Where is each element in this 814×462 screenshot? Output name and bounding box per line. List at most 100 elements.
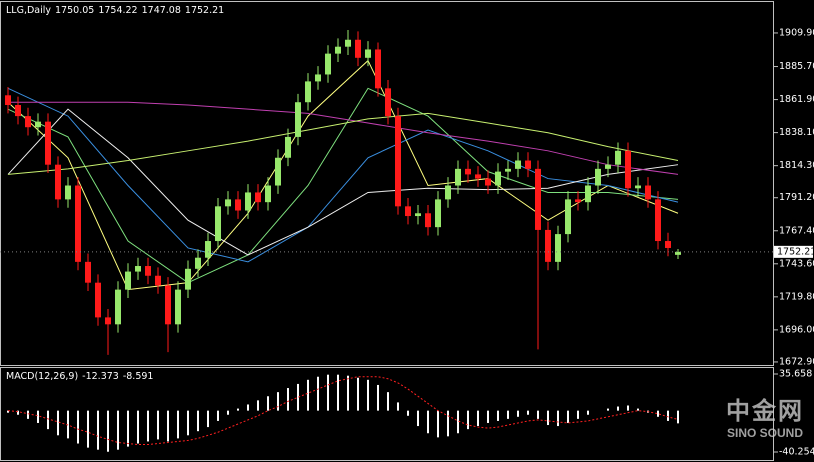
macd-title: MACD(12,26,9) [6, 371, 79, 382]
macd-header: MACD(12,26,9) -12.373 -8.591 [6, 371, 153, 382]
candle-body [75, 185, 81, 262]
candle-body [575, 199, 581, 203]
signal-line [7, 376, 679, 446]
candle-body [455, 168, 461, 186]
candle-body [105, 317, 111, 325]
watermark-en: SINO SOUND [726, 426, 803, 440]
candle-body [205, 241, 211, 258]
candle-body [355, 39, 361, 58]
candle-body [665, 241, 671, 248]
y-tick-label: 1909.90 [779, 27, 814, 38]
candle-body [675, 251, 681, 255]
candle-body [235, 199, 241, 211]
candle-body [275, 157, 281, 186]
candle-body [535, 168, 541, 230]
symbol: LLG,Daily [6, 5, 52, 16]
candle-body [55, 164, 61, 200]
candle-body [625, 150, 631, 189]
last-price-box [774, 245, 813, 258]
candle-body [5, 95, 11, 106]
candle-body [555, 234, 561, 262]
candle-body [345, 39, 351, 47]
candle-body [435, 199, 441, 228]
y-tick-label: 1791.20 [779, 192, 814, 203]
candle-body [25, 116, 31, 128]
moving-average [7, 112, 679, 175]
main-frame [0, 1, 774, 366]
candle-body [655, 199, 661, 242]
moving-average [7, 108, 679, 256]
candle-body [475, 174, 481, 179]
candle-body [645, 185, 651, 200]
moving-average [7, 59, 679, 291]
candle-body [255, 192, 261, 203]
last-price-label: 1752.21 [777, 246, 814, 257]
y-tick-label: 1885.70 [779, 61, 814, 72]
header-value: -12.373 [82, 371, 119, 382]
candle-body [365, 49, 371, 58]
candle-body [325, 53, 331, 75]
candle-body [175, 289, 181, 325]
header-value: -8.591 [122, 371, 154, 382]
candle-body [445, 185, 451, 200]
candle-body [395, 116, 401, 207]
candle-body [125, 271, 131, 290]
candle-body [485, 178, 491, 186]
candle-body [225, 199, 231, 207]
candle-body [425, 213, 431, 228]
candle-body [315, 74, 321, 82]
header-value: 1750.05 [55, 5, 95, 16]
candle-body [565, 199, 571, 235]
candle-body [165, 285, 171, 325]
y-tick-label: 1838.10 [779, 127, 814, 138]
candle-body [265, 185, 271, 203]
candle-body [595, 168, 601, 186]
candle-body [155, 275, 161, 286]
candle-body [405, 206, 411, 217]
candle-body [415, 213, 421, 217]
header-value: 1752.21 [184, 5, 225, 16]
y-tick-label: 1672.90 [779, 356, 814, 367]
candle-body [95, 282, 101, 318]
candle-body [195, 257, 201, 269]
candle-body [515, 160, 521, 169]
candle-body [245, 192, 251, 211]
candle-body [335, 46, 341, 54]
watermark: 中金网 SINO SOUND [726, 391, 804, 440]
header-value: 1747.08 [141, 5, 181, 16]
candle-body [145, 266, 151, 276]
candle-body [615, 150, 621, 165]
candle-body [15, 105, 21, 117]
y-tick-label: 1767.40 [779, 225, 814, 236]
candle-body [305, 81, 311, 103]
y-tick-label: 1719.80 [779, 291, 814, 302]
candle-body [45, 121, 51, 165]
header-value: 1754.22 [98, 5, 138, 16]
candle-body [495, 171, 501, 186]
y-tick-label: 1696.00 [779, 324, 814, 335]
candle-body [295, 102, 301, 137]
candle-body [525, 160, 531, 169]
candle-body [585, 185, 591, 203]
main-header: LLG,Daily 1750.05 1754.22 1747.08 1752.2… [6, 5, 224, 16]
candle-body [385, 88, 391, 117]
candle-body [185, 268, 191, 290]
macd-frame [0, 367, 774, 461]
moving-average [7, 87, 679, 284]
y-tick-label: -40.254 [779, 447, 814, 458]
candle-body [635, 185, 641, 189]
y-tick-label: 35.658 [779, 369, 812, 380]
candle-body [465, 168, 471, 175]
candle-body [115, 289, 121, 325]
candle-body [85, 261, 91, 283]
watermark-brand: 中金网 [726, 397, 804, 425]
candle-body [375, 49, 381, 89]
candle-body [505, 168, 511, 172]
candle-body [135, 266, 141, 272]
y-tick-label: 1743.60 [779, 258, 814, 269]
candle-body [545, 229, 551, 262]
candle-body [285, 136, 291, 158]
moving-average [7, 87, 679, 263]
